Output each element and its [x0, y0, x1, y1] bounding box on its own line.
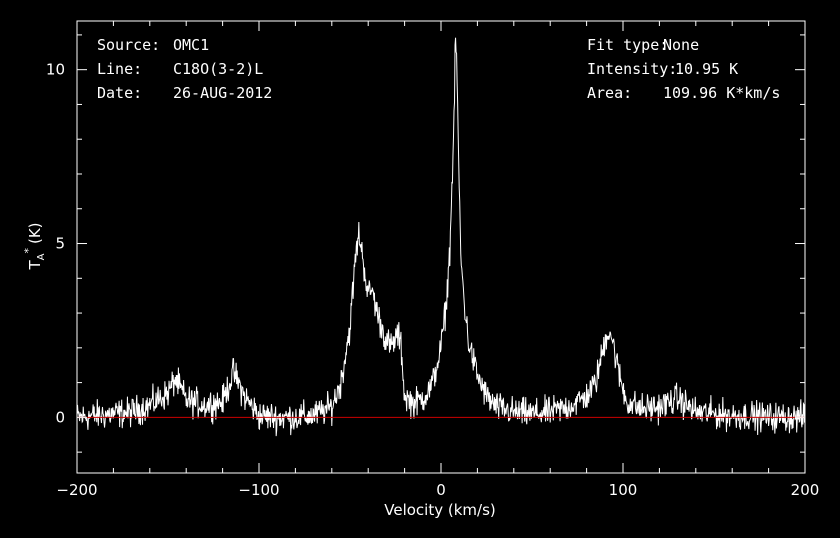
y-axis-title-sup: * — [22, 248, 35, 254]
date-key: Date: — [97, 84, 142, 102]
fit-type-value: None — [663, 36, 699, 54]
y-tick-label: 0 — [55, 408, 65, 426]
x-tick-label: −200 — [56, 481, 97, 499]
x-tick-label: 100 — [609, 481, 638, 499]
intensity-key: Intensity: — [587, 60, 677, 78]
line-value: C18O(3-2)L — [173, 60, 263, 78]
date-value: 26-AUG-2012 — [173, 84, 272, 102]
plot-area: −200 −100 0 100 200 0 5 10 — [46, 20, 820, 499]
line-key: Line: — [97, 60, 142, 78]
header-right: Fit type: None Intensity: 10.95 K Area: … — [587, 36, 780, 102]
x-tick-label: 0 — [436, 481, 446, 499]
y-axis-title-sub: A — [36, 253, 47, 260]
header-left: Source: OMC1 Line: C18O(3-2)L Date: 26-A… — [97, 36, 272, 102]
source-value: OMC1 — [173, 36, 209, 54]
svg-text:TA*(K): TA* (K) — [22, 222, 47, 270]
intensity-value: 10.95 K — [675, 60, 738, 78]
y-axis-title-unit: (K) — [26, 222, 44, 244]
area-key: Area: — [587, 84, 632, 102]
y-axis-title: TA* (K) — [22, 222, 47, 270]
source-key: Source: — [97, 36, 160, 54]
fit-type-key: Fit type: — [587, 36, 668, 54]
y-tick-label: 10 — [46, 61, 65, 79]
x-tick-label: −100 — [238, 481, 279, 499]
spectrum-line — [76, 37, 806, 437]
y-axis-title-main: T — [26, 260, 44, 271]
x-axis-title: Velocity (km/s) — [384, 501, 495, 519]
x-tick-label: 200 — [791, 481, 820, 499]
y-tick-label: 5 — [55, 235, 65, 253]
area-value: 109.96 K*km/s — [663, 84, 780, 102]
